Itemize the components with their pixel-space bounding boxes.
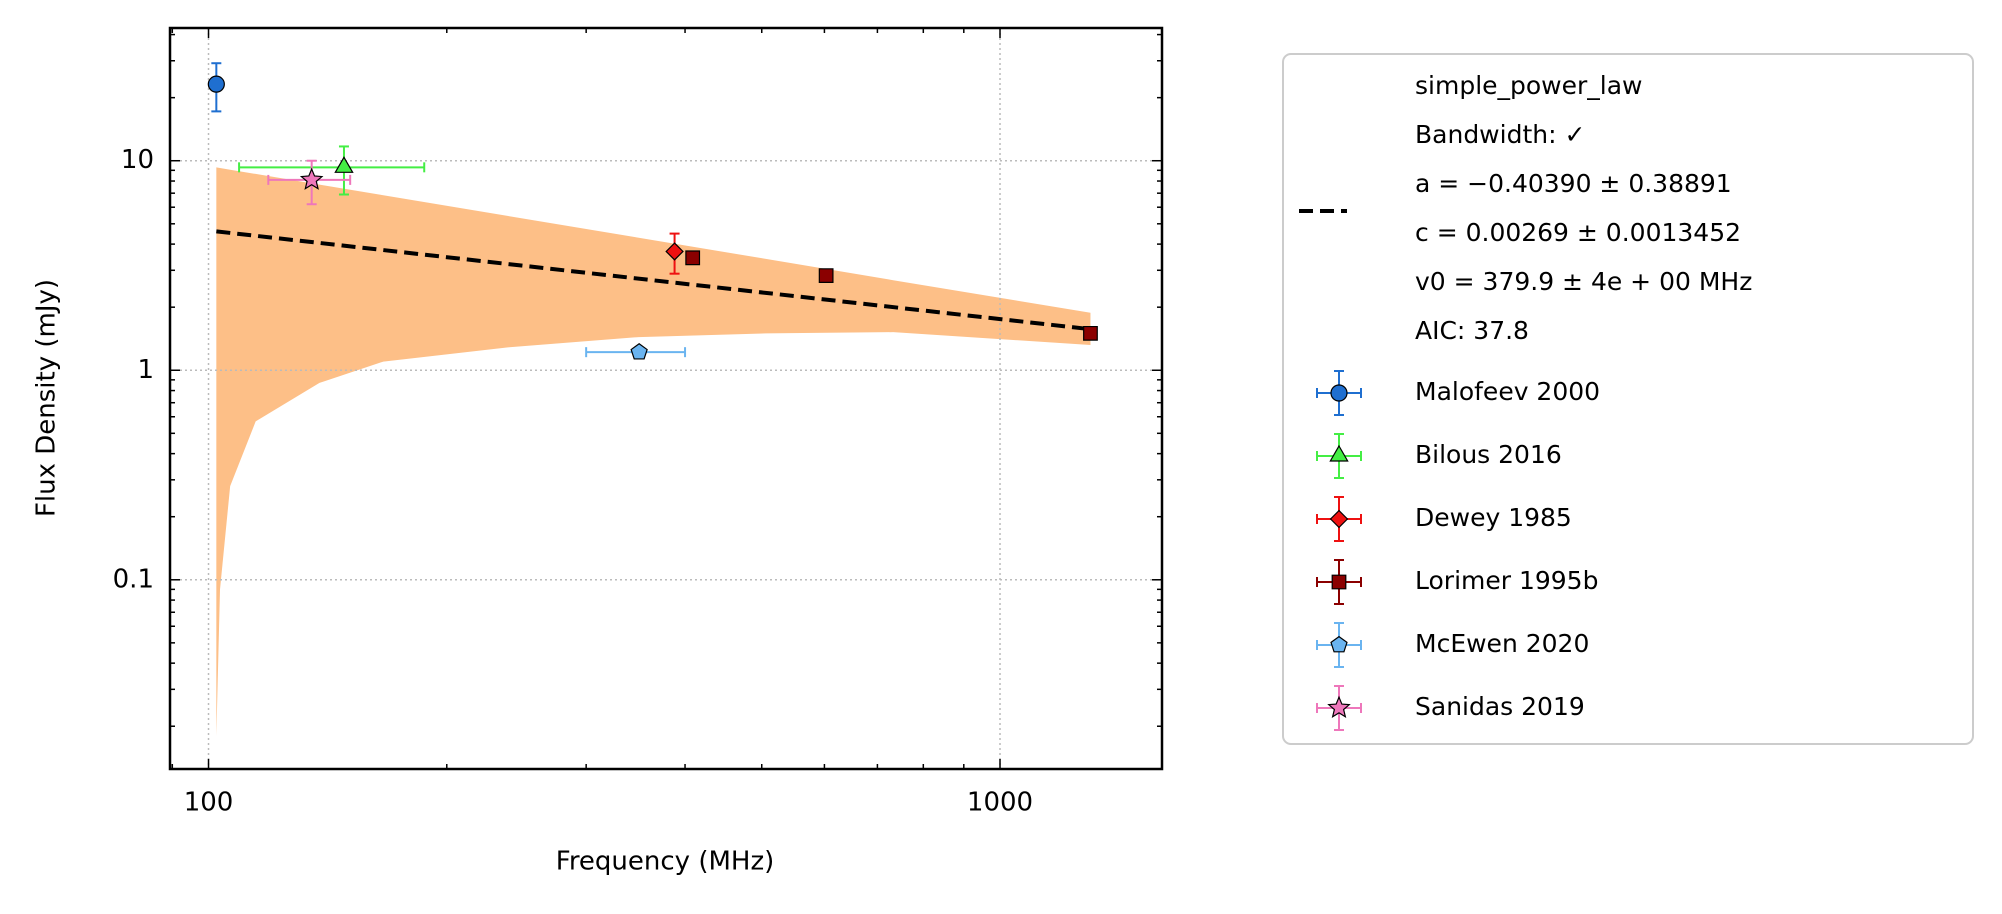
legend-label: Sanidas 2019 [1415, 692, 1585, 721]
data-point [818, 268, 834, 283]
x-tick-label: 100 [184, 788, 234, 818]
legend-label: Lorimer 1995b [1415, 566, 1598, 595]
legend-marker [1327, 695, 1351, 719]
legend-box [1282, 53, 1974, 745]
legend-fit-label: v0 = 379.9 ± 4e + 00 MHz [1415, 267, 1752, 296]
legend: simple_power_law Bandwidth: ✓ a = −0.40390… [1299, 71, 1752, 731]
legend-label: McEwen 2020 [1415, 629, 1589, 658]
uncertainty-band [216, 167, 1091, 736]
y-tick-label: 1 [137, 355, 154, 385]
data-point [1083, 325, 1098, 341]
x-axis-label: Frequency (MHz) [556, 847, 775, 877]
x-tick-label: 1000 [967, 788, 1033, 818]
data-point [207, 75, 225, 93]
plot-frame [168, 26, 1164, 771]
legend-marker [1329, 444, 1349, 462]
data-point [334, 156, 354, 173]
legend-marker [1330, 384, 1348, 402]
legend-marker [1329, 509, 1349, 529]
legend-marker [1330, 635, 1348, 653]
data-point [630, 343, 648, 360]
legend-fit-label: simple_power_law [1415, 71, 1643, 100]
legend-marker [1331, 574, 1347, 590]
data-point [685, 250, 701, 266]
y-tick-label: 0.1 [113, 564, 154, 594]
legend-label: Dewey 1985 [1415, 503, 1572, 532]
legend-fit-label: Bandwidth: ✓ [1415, 120, 1585, 149]
legend-fit-label: a = −0.40390 ± 0.38891 [1415, 169, 1732, 198]
legend-fit-label: c = 0.00269 ± 0.0013452 [1415, 218, 1741, 247]
y-tick-label: 10 [121, 145, 154, 175]
data-point [665, 242, 684, 261]
legend-label: Malofeev 2000 [1415, 377, 1600, 406]
legend-fit-label: AIC: 37.8 [1415, 316, 1529, 345]
y-axis-label: Flux Density (mJy) [32, 279, 62, 517]
legend-label: Bilous 2016 [1415, 440, 1562, 469]
data-point [299, 167, 324, 190]
